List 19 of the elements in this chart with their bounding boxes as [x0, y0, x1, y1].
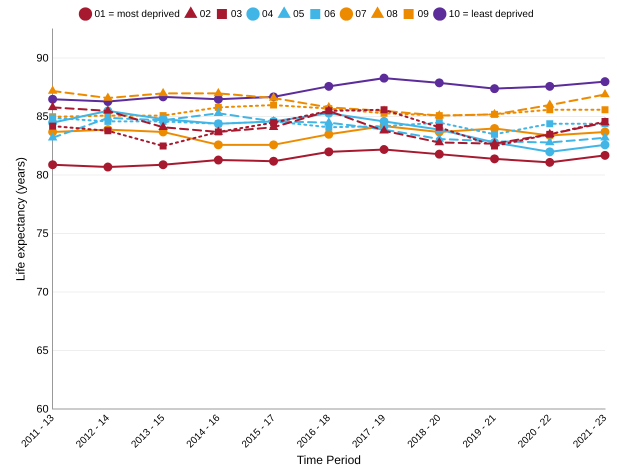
legend-label: 02	[200, 8, 212, 20]
x-axis-title: Time Period	[296, 453, 361, 468]
legend-label: 05	[293, 8, 305, 20]
y-tick-label: 75	[36, 228, 49, 240]
y-tick-label: 80	[36, 169, 49, 182]
y-tick-label: 60	[36, 403, 49, 416]
legend-label: 01 = most deprived	[94, 8, 180, 20]
y-tick-label: 65	[36, 344, 49, 357]
legend-label: 08	[386, 8, 398, 20]
legend-label: 03	[230, 8, 242, 20]
y-tick-label: 90	[36, 52, 49, 64]
legend-label: 10 = least deprived	[448, 8, 534, 20]
legend-label: 04	[262, 8, 274, 20]
legend-label: 07	[355, 8, 367, 20]
legend-label: 06	[324, 8, 336, 20]
y-axis-title: Life expectancy (years)	[14, 157, 28, 282]
legend-label: 09	[418, 8, 430, 20]
y-tick-label: 70	[36, 286, 49, 298]
y-tick-label: 85	[36, 110, 49, 123]
